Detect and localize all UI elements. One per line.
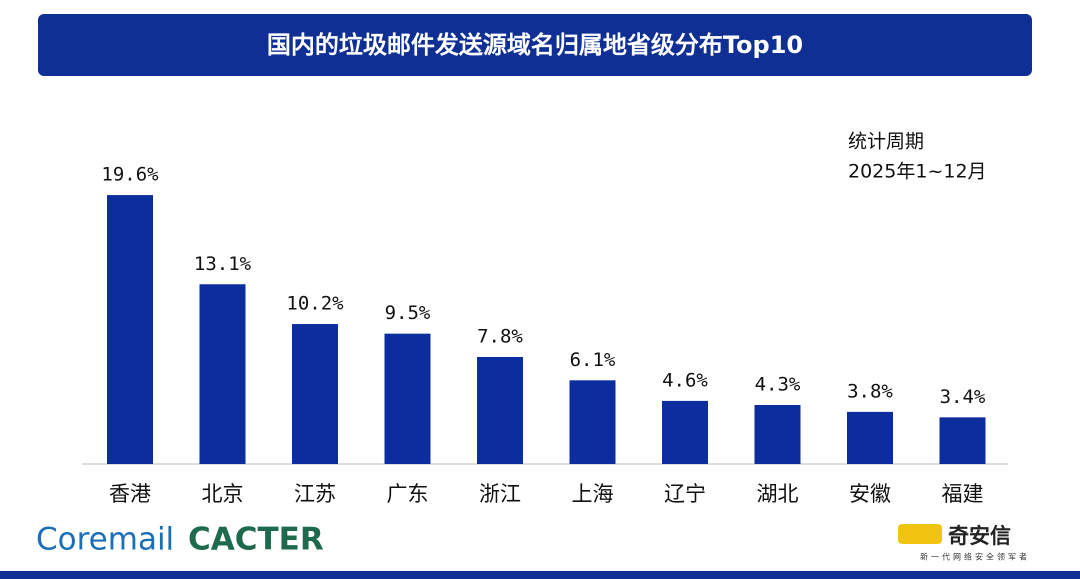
- x-tick-label: 湖北: [757, 482, 799, 506]
- footer-stripe: [0, 571, 1080, 579]
- value-label: 6.1%: [570, 349, 616, 371]
- title-banner: [38, 14, 1032, 76]
- bar: [847, 411, 893, 464]
- annotation: 2025年1~12月: [848, 161, 987, 183]
- x-tick-label: 浙江: [479, 482, 521, 506]
- x-tick-label: 安徽: [849, 482, 891, 506]
- bar: [107, 195, 153, 464]
- bar: [384, 333, 431, 464]
- value-label: 4.6%: [662, 369, 708, 391]
- value-label: 3.4%: [940, 386, 986, 408]
- bar: [477, 356, 523, 464]
- bar: [199, 284, 246, 464]
- logo-cacter: CACTER: [188, 522, 324, 558]
- value-label: 10.2%: [286, 293, 344, 315]
- value-label: 3.8%: [847, 380, 893, 402]
- x-tick-label: 广东: [387, 482, 429, 506]
- x-tick-label: 江苏: [294, 482, 336, 506]
- value-label: 19.6%: [101, 164, 159, 186]
- bar: [939, 417, 986, 464]
- bar: [662, 400, 708, 464]
- bar: [754, 405, 801, 464]
- annotation: 统计周期: [848, 131, 924, 153]
- logo-qianxin: 奇安信: [948, 524, 1011, 548]
- logo-coremail: Coremail: [36, 522, 174, 558]
- logo-icon: [898, 524, 942, 544]
- chart-title: 国内的垃圾邮件发送源域名归属地省级分布Top10: [267, 31, 803, 59]
- value-label: 9.5%: [385, 302, 431, 324]
- x-tick-label: 福建: [942, 482, 984, 506]
- x-tick-label: 北京: [202, 482, 244, 506]
- value-label: 4.3%: [755, 374, 801, 396]
- x-tick-label: 辽宁: [664, 482, 706, 506]
- x-tick-label: 香港: [109, 482, 151, 506]
- bar: [569, 380, 616, 464]
- logo-slogan: 新一代网络安全领军者: [920, 552, 1030, 562]
- x-tick-label: 上海: [572, 482, 614, 506]
- value-label: 7.8%: [477, 325, 523, 347]
- bar: [292, 324, 338, 464]
- value-label: 13.1%: [194, 253, 252, 275]
